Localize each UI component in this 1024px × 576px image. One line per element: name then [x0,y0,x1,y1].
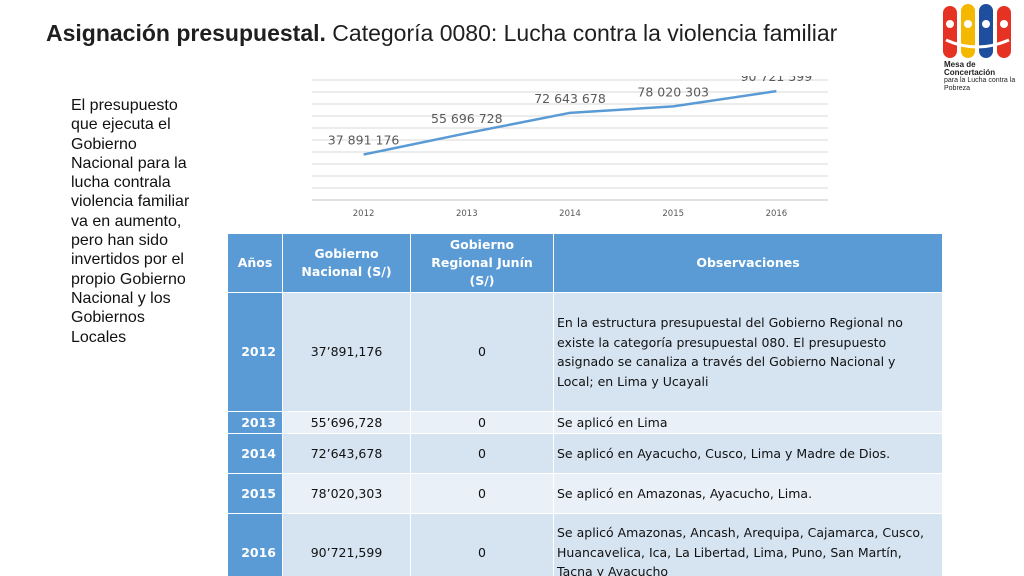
chart-data-labels: 37 891 176 55 696 728 72 643 678 78 020 303… [328,76,812,148]
chart-series-line [363,89,777,156]
chart-data-label: 37 891 176 [328,133,400,148]
chart-x-tick-label: 2013 [456,209,478,219]
row-year: 2012 [227,292,283,412]
table-row: 2012 37’891,176 0 En la estructura presu… [227,292,943,412]
header-years: Años [227,233,283,293]
row-year: 2014 [227,433,283,474]
chart-x-tick-label: 2014 [559,209,581,219]
header-gobierno-nacional: Gobierno Nacional (S/) [282,233,411,293]
table-row: 2014 72’643,678 0 Se aplicó en Ayacucho,… [227,433,943,474]
row-year: 2015 [227,473,283,514]
chart-data-label: 90 721 599 [741,76,813,84]
side-description: El presupuesto que ejecuta el Gobierno N… [71,97,190,346]
logo-subtitle: para la Lucha contra la Pobreza [944,77,1016,92]
slide-title: Asignación presupuestal. Categoría 0080:… [46,20,837,47]
row-nacional: 78’020,303 [282,473,411,514]
chart-x-tick-label: 2015 [662,209,684,219]
row-regional: 0 [410,473,554,514]
slide-title-rest: Categoría 0080: Lucha contra la violenci… [332,20,838,46]
chart-x-tick-label: 2016 [766,209,788,219]
row-regional: 0 [410,433,554,474]
row-nacional: 55’696,728 [282,411,411,434]
row-regional: 0 [410,292,554,412]
chart-data-label: 55 696 728 [431,111,503,126]
row-regional: 0 [410,513,554,576]
row-nacional: 37’891,176 [282,292,411,412]
logo-bar-red-2 [997,6,1011,58]
row-observation: Se aplicó en Lima [553,411,943,434]
table-row: 2013 55’696,728 0 Se aplicó en Lima [227,411,943,434]
logo-bar-blue [979,4,993,58]
logo-caption: Mesa de Concertación para la Lucha contr… [944,61,1024,93]
table-row: 2016 90’721,599 0 Se aplicó Amazonas, An… [227,513,943,576]
header-gobierno-nacional-label: Gobierno Nacional (S/) [301,246,392,279]
logo-name: Mesa de Concertación [944,60,996,77]
row-nacional: 90’721,599 [282,513,411,576]
row-observation: Se aplicó en Amazonas, Ayacucho, Lima. [553,473,943,514]
budget-table: Años Gobierno Nacional (S/) Gobierno Reg… [227,233,943,576]
chart-gridlines [312,79,828,201]
budget-line-chart: 37 891 176 55 696 728 72 643 678 78 020 303… [312,76,828,219]
row-nacional: 72’643,678 [282,433,411,474]
header-gobierno-regional: Gobierno Regional Junín (S/) [410,233,554,293]
chart-data-label: 72 643 678 [534,91,606,106]
logo-bar-red [943,6,957,58]
header-observaciones: Observaciones [553,233,943,293]
row-year: 2016 [227,513,283,576]
header-gobierno-regional-label: Gobierno Regional Junín (S/) [431,237,533,288]
chart-data-label: 78 020 303 [637,84,709,99]
mesa-concertacion-logo [943,4,1011,58]
row-observation: Se aplicó en Ayacucho, Cusco, Lima y Mad… [553,433,943,474]
table-header-row: Años Gobierno Nacional (S/) Gobierno Reg… [227,233,943,293]
chart-x-axis: 2012 2013 2014 2015 2016 [353,209,787,219]
slide-title-bold: Asignación presupuestal. [46,20,326,46]
chart-x-tick-label: 2012 [353,209,375,219]
logo-bar-yellow [961,4,975,58]
row-year: 2013 [227,411,283,434]
row-regional: 0 [410,411,554,434]
row-observation: Se aplicó Amazonas, Ancash, Arequipa, Ca… [553,513,943,576]
table-row: 2015 78’020,303 0 Se aplicó en Amazonas,… [227,473,943,514]
row-observation: En la estructura presupuestal del Gobier… [553,292,943,412]
